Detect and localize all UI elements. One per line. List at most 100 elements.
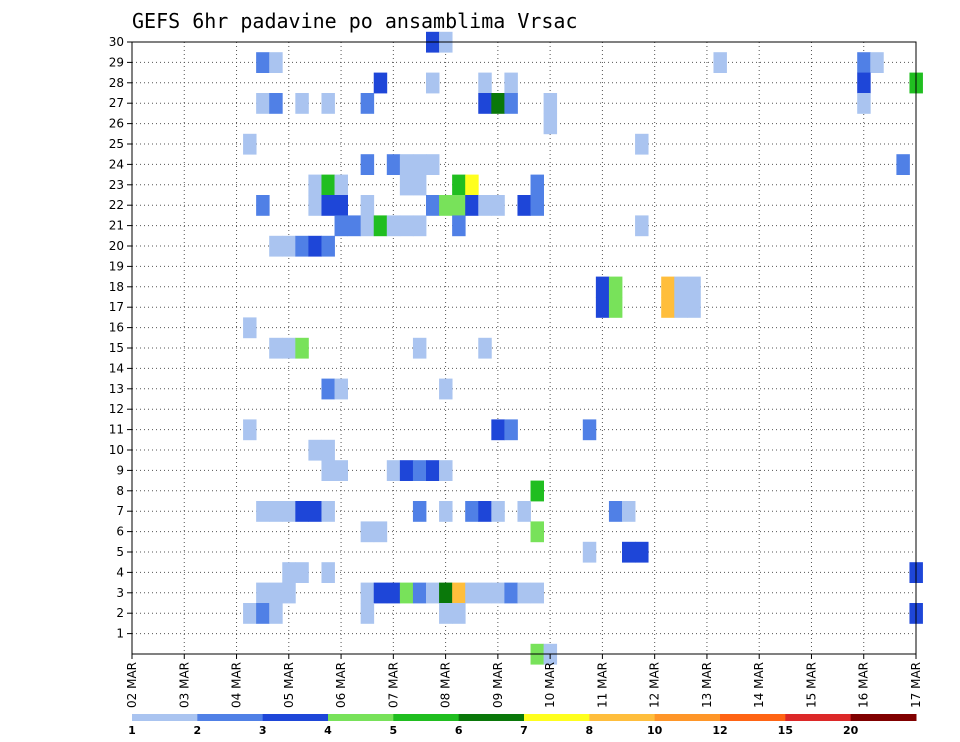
precip-cell — [282, 337, 296, 359]
x-tick-label: 11 MAR — [595, 662, 609, 708]
precip-cell — [256, 52, 270, 73]
precip-cell — [308, 235, 322, 257]
precip-cell — [543, 93, 558, 114]
precip-cell — [412, 501, 427, 522]
precip-cell — [360, 521, 375, 543]
precip-cell — [373, 521, 388, 543]
precip-cell — [478, 195, 492, 216]
precip-cell — [465, 174, 479, 196]
precip-cell — [595, 297, 610, 318]
y-tick-label: 17 — [109, 300, 124, 314]
precip-cell — [687, 276, 701, 298]
legend-swatch — [393, 714, 460, 721]
precip-cell — [530, 174, 544, 196]
precip-cell — [713, 52, 727, 73]
y-tick-label: 26 — [109, 117, 124, 131]
legend-label: 8 — [586, 724, 594, 737]
precip-cell — [452, 195, 466, 216]
x-tick-label: 14 MAR — [752, 662, 766, 708]
precip-cell — [386, 154, 401, 175]
precip-cell — [243, 133, 257, 155]
y-tick-label: 9 — [116, 463, 124, 477]
precip-cell — [491, 419, 505, 441]
precip-cell — [386, 215, 401, 237]
precip-cell — [399, 154, 414, 175]
precip-cell — [452, 174, 466, 196]
precip-cell — [582, 419, 597, 441]
precip-cell — [517, 501, 531, 522]
x-tick-label: 12 MAR — [648, 662, 662, 708]
precip-cell — [334, 378, 348, 400]
precip-cell — [426, 72, 440, 94]
precip-cell — [530, 582, 544, 604]
precip-cell — [465, 501, 479, 522]
precip-cell — [478, 337, 492, 359]
y-tick-label: 3 — [116, 586, 124, 600]
y-tick-label: 24 — [109, 157, 124, 171]
precip-cell — [256, 501, 270, 522]
precip-cell — [399, 460, 414, 481]
precip-cell — [870, 52, 884, 73]
precip-cell — [321, 501, 335, 522]
precip-cell — [269, 501, 283, 522]
precip-cell — [426, 460, 440, 481]
y-tick-label: 5 — [116, 545, 124, 559]
x-tick-label: 03 MAR — [177, 662, 191, 708]
precip-cell — [399, 174, 414, 196]
precip-cell — [608, 501, 623, 522]
precip-cell — [412, 154, 427, 175]
x-axis: 02 MAR 03 MAR 04 MAR 05 MAR 06 MAR 07 MAR 08 M… — [125, 654, 923, 708]
legend-label: 7 — [520, 724, 528, 737]
precip-cell — [635, 133, 649, 155]
precip-cell — [452, 582, 466, 604]
precip-cell — [308, 174, 322, 196]
precip-cell — [256, 603, 270, 624]
legend-swatch — [850, 714, 917, 721]
y-tick-label: 11 — [109, 423, 124, 437]
precip-cell — [282, 235, 296, 257]
precip-cell — [256, 195, 270, 216]
x-tick-label: 08 MAR — [439, 662, 453, 708]
legend-label: 6 — [455, 724, 463, 737]
precip-cell — [452, 215, 466, 237]
y-tick-label: 4 — [116, 565, 124, 579]
x-tick-label: 04 MAR — [230, 662, 244, 708]
precip-cell — [256, 93, 270, 114]
precip-cell — [491, 93, 505, 114]
x-tick-label: 17 MAR — [909, 662, 923, 708]
precip-cell — [857, 93, 871, 114]
legend-label: 20 — [843, 724, 859, 737]
precip-cell — [295, 93, 309, 114]
y-tick-label: 23 — [109, 178, 124, 192]
precip-cell — [308, 195, 322, 216]
y-tick-label: 27 — [109, 96, 124, 110]
precip-cell — [504, 419, 518, 441]
precip-cell — [334, 195, 348, 216]
precip-cell — [321, 460, 335, 481]
y-tick-label: 8 — [116, 484, 124, 498]
precip-cell — [530, 480, 544, 502]
y-tick-label: 28 — [109, 76, 124, 90]
precip-cell — [256, 582, 270, 604]
precip-cell — [517, 195, 531, 216]
x-tick-label: 09 MAR — [491, 662, 505, 708]
precip-cell — [635, 541, 649, 563]
precip-cell — [661, 297, 675, 318]
precip-cell — [530, 195, 544, 216]
precip-cell — [321, 378, 335, 400]
chart-title: GEFS 6hr padavine po ansamblima Vrsac — [132, 9, 578, 33]
precip-cell — [386, 460, 401, 481]
legend-label: 12 — [712, 724, 727, 737]
y-tick-label: 2 — [116, 606, 124, 620]
precip-cell — [674, 297, 688, 318]
y-tick-label: 30 — [109, 35, 124, 49]
precip-cell — [243, 603, 257, 624]
precip-cell — [439, 460, 453, 481]
x-tick-label: 06 MAR — [334, 662, 348, 708]
precip-cell — [491, 582, 505, 604]
precip-cell — [687, 297, 701, 318]
legend-swatch — [654, 714, 721, 721]
precip-cell — [635, 215, 649, 237]
legend-swatch — [132, 714, 198, 721]
